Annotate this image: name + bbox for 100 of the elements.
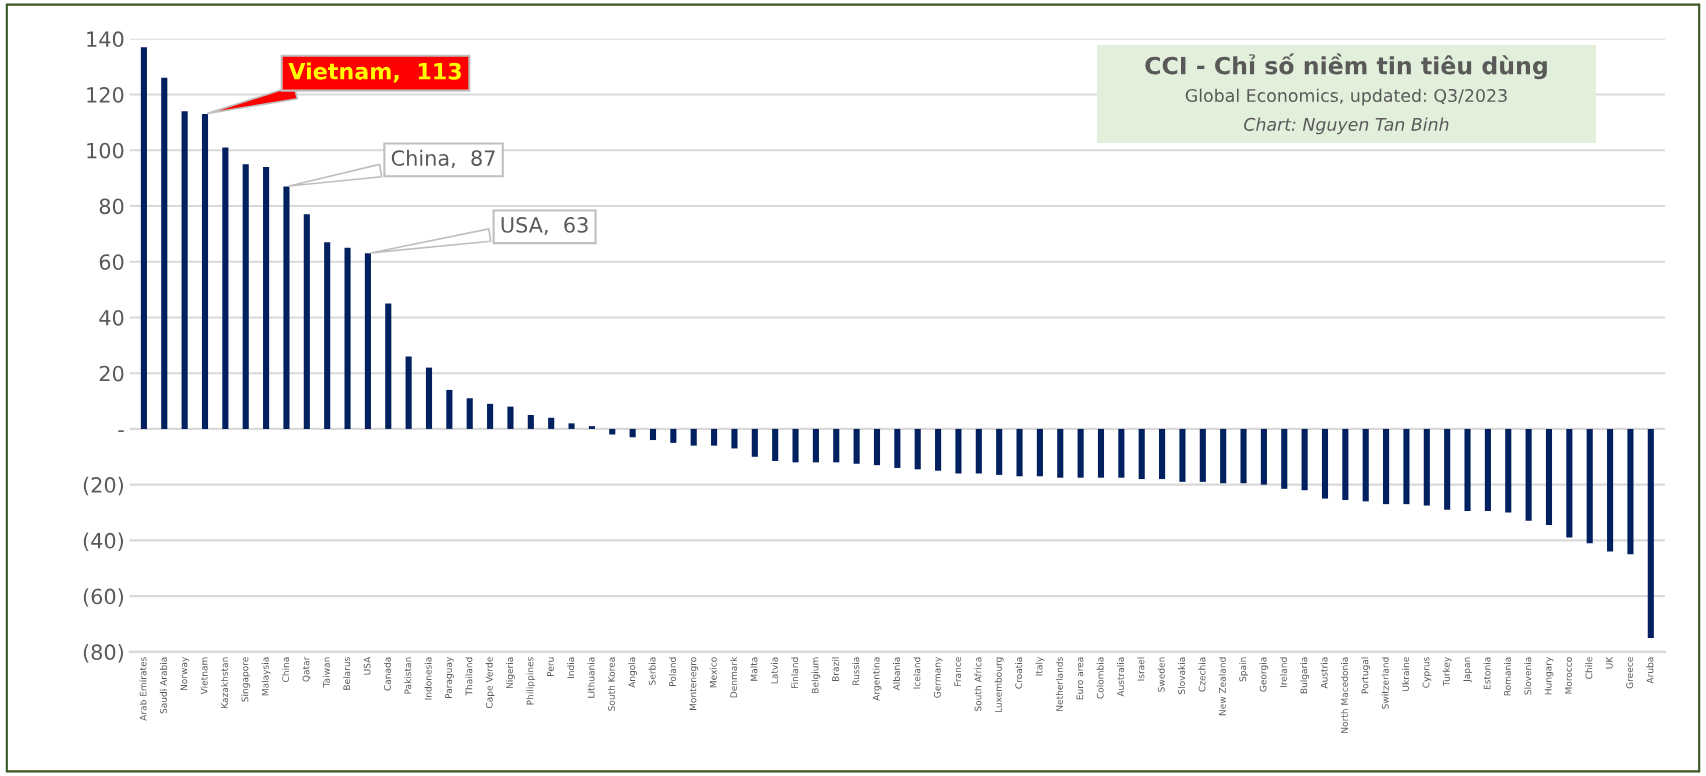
bar — [222, 147, 229, 429]
bar — [405, 356, 412, 429]
x-tick-label: Switzerland — [1381, 657, 1389, 709]
x-tick-label: Pakistan — [404, 657, 412, 694]
x-tick-label: Austria — [1320, 657, 1328, 689]
bar — [1403, 428, 1410, 505]
bar — [853, 428, 860, 464]
bar — [303, 214, 310, 429]
bar — [568, 423, 575, 429]
x-tick-label: Montenegro — [689, 657, 699, 710]
x-tick-label: India — [567, 657, 575, 678]
bar — [894, 428, 901, 468]
x-tick-label: Angola — [628, 657, 637, 688]
x-tick-label: Estonia — [1483, 657, 1491, 690]
x-tick-label: Qatar — [302, 656, 311, 682]
bar — [385, 303, 392, 429]
y-tick-label: 100 — [87, 142, 124, 159]
bar — [1627, 428, 1634, 555]
bar — [731, 428, 738, 449]
bar — [1220, 428, 1227, 484]
x-tick-label: North Macedonia — [1340, 657, 1348, 733]
x-tick-label: USA — [363, 656, 371, 675]
bar — [1281, 428, 1288, 489]
bar — [649, 428, 657, 441]
x-tick-label: China — [282, 657, 290, 682]
bar — [588, 426, 595, 429]
bar — [670, 428, 677, 443]
x-tick-label: Slovakia — [1178, 657, 1186, 695]
bar — [1383, 428, 1390, 505]
y-tick-label: 40 — [99, 309, 124, 326]
x-tick-label: Germany — [933, 656, 943, 698]
annotation: Chart: Nguyen Tan Binh — [1244, 117, 1449, 135]
bar — [140, 47, 147, 429]
bar — [507, 406, 514, 429]
x-tick-label: Romania — [1503, 657, 1511, 696]
bar — [1321, 428, 1329, 499]
annotation: Vietnam, 113 — [288, 62, 461, 83]
bar — [1586, 428, 1593, 544]
x-tick-label: Brazil — [831, 657, 839, 682]
x-tick-label: Euro area — [1076, 657, 1084, 700]
y-tick-label: 140 — [87, 31, 124, 48]
bar — [772, 428, 779, 461]
bar — [1464, 428, 1471, 512]
x-tick-label: Ukraine — [1402, 657, 1410, 691]
y-tick-label: 20 — [99, 365, 124, 382]
bar — [1362, 428, 1369, 502]
y-tick-label: (40) — [83, 532, 123, 552]
bar — [792, 428, 799, 463]
x-tick-label: Poland — [668, 657, 676, 686]
y-tick-label: (20) — [83, 476, 123, 496]
bar — [1525, 428, 1532, 521]
bar — [1159, 428, 1166, 480]
bar — [1077, 428, 1084, 478]
x-tick-label: Bulgaria — [1300, 657, 1309, 694]
bar — [1301, 428, 1308, 491]
bar — [364, 253, 371, 429]
x-tick-label: Denmark — [730, 656, 738, 698]
bar — [548, 417, 555, 429]
bar — [629, 428, 636, 438]
x-tick-label: Norway — [180, 656, 190, 691]
bar — [935, 428, 942, 471]
x-tick-label: Taiwan — [322, 657, 330, 688]
x-tick-label: Mexico — [709, 657, 717, 688]
x-tick-label: Slovenia — [1524, 657, 1532, 695]
x-tick-label: Greece — [1626, 657, 1634, 689]
bar — [1240, 428, 1247, 484]
bar — [1444, 428, 1451, 510]
x-tick-label: Serbia — [648, 657, 656, 685]
bar — [1423, 428, 1430, 506]
bar — [263, 166, 270, 429]
x-tick-label: UK — [1605, 656, 1613, 669]
bar — [161, 77, 168, 429]
x-tick-label: Canada — [383, 657, 391, 691]
x-tick-label: Colombia — [1096, 657, 1104, 699]
x-tick-label: Paraguay — [445, 656, 454, 698]
bar — [751, 428, 758, 457]
x-tick-label: Portugal — [1361, 657, 1371, 694]
bar — [1484, 428, 1491, 512]
x-tick-label: Czechia — [1198, 657, 1206, 692]
annotation: USA, 63 — [501, 217, 588, 235]
x-tick-label: Latvia — [770, 657, 778, 684]
text: CCI - Chỉ số niềm tin tiêu dùng — [1145, 53, 1547, 80]
x-tick-label: Malaysia — [261, 657, 271, 696]
annotation: China, 87 — [391, 149, 495, 169]
bar — [975, 428, 982, 474]
bar — [955, 428, 962, 474]
x-tick-label: Georgia — [1259, 657, 1269, 692]
x-tick-label: Turkey — [1442, 656, 1452, 687]
bar — [527, 414, 534, 429]
bar — [242, 164, 249, 429]
x-tick-label: Italy — [1035, 656, 1045, 676]
bar — [1566, 428, 1573, 538]
x-tick-label: Argentina — [872, 657, 882, 701]
x-tick-label: Finland — [791, 657, 799, 689]
x-tick-label: Netherlands — [1055, 657, 1063, 711]
x-tick-label: France — [954, 657, 962, 686]
x-tick-label: Arab Emirates — [139, 657, 147, 721]
bar — [201, 114, 209, 429]
x-tick-label: Malta — [750, 657, 758, 681]
bar — [1138, 428, 1145, 480]
